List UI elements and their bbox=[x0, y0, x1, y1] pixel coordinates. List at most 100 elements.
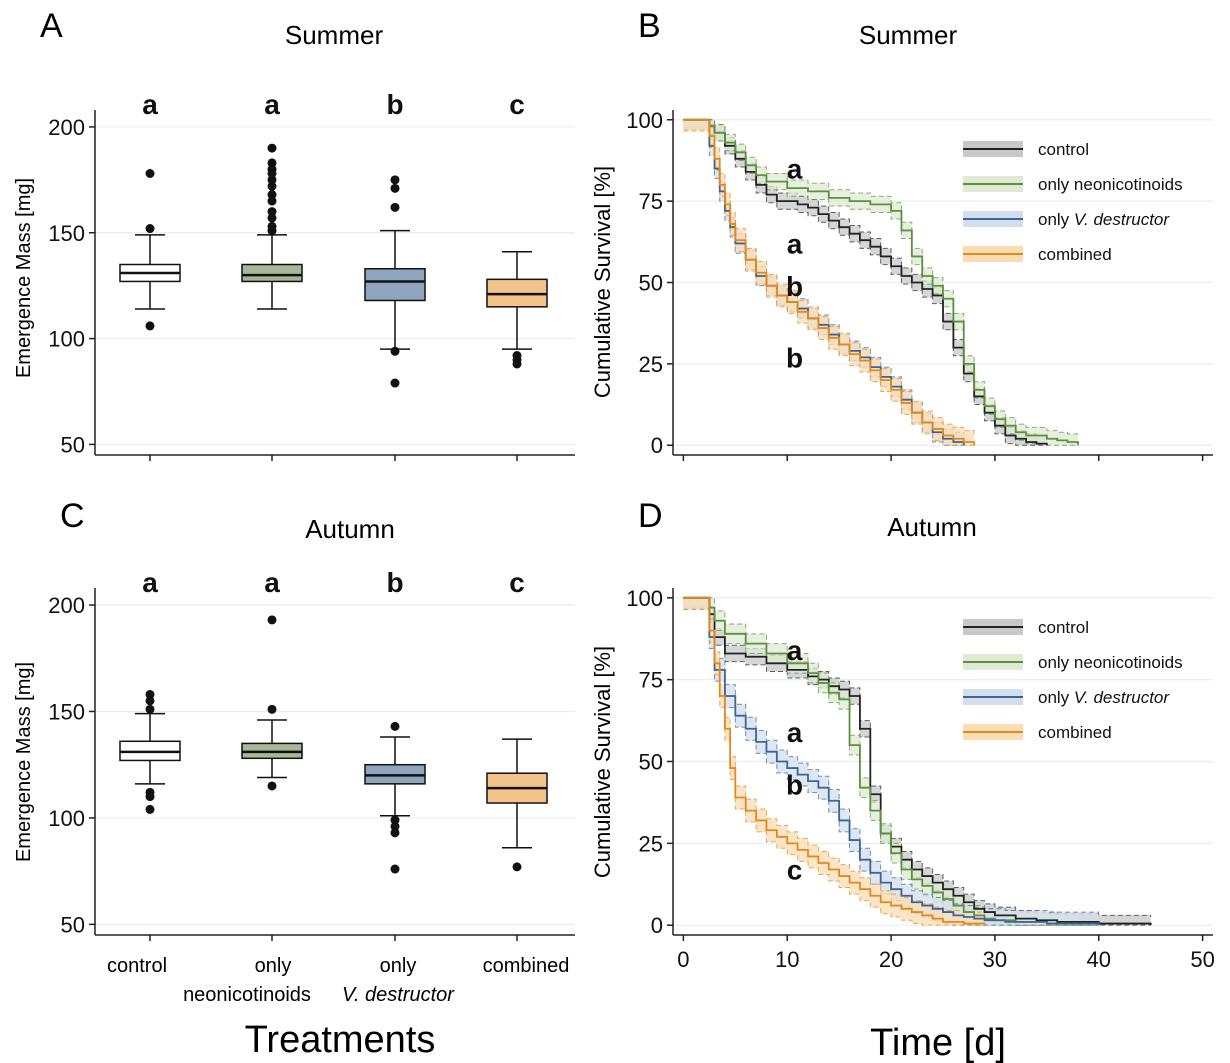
box-outlier-point bbox=[145, 321, 155, 331]
panel-d-ylabel: Cumulative Survival [%] bbox=[590, 646, 615, 878]
box-outlier-point bbox=[390, 378, 400, 388]
box-outlier-point bbox=[267, 143, 277, 153]
panel-d-sig-letter: a bbox=[787, 635, 803, 666]
panel-c-ytick-label: 150 bbox=[48, 699, 85, 724]
panel-d-title: Autumn bbox=[887, 512, 977, 542]
legend-label-vdest: only V. destructor bbox=[1038, 688, 1170, 707]
legend-label-control: control bbox=[1038, 140, 1089, 159]
legend-label-neonic: only neonicotinoids bbox=[1038, 653, 1183, 672]
category-label-vdest-1: only bbox=[380, 955, 417, 977]
box-outlier-point bbox=[145, 696, 155, 706]
ci-lower-combined bbox=[683, 608, 985, 926]
box-outlier-point bbox=[267, 213, 277, 223]
panel-d-xtick-label: 20 bbox=[879, 947, 903, 972]
box-outlier-point bbox=[267, 168, 277, 178]
panel-d-ytick-label: 50 bbox=[639, 750, 663, 775]
panel-d-sig-letter: b bbox=[786, 769, 803, 800]
panel-letter-b: B bbox=[638, 7, 661, 45]
panel-c-ylabel: Emergence Mass [mg] bbox=[13, 662, 35, 862]
ci-lower-control bbox=[683, 605, 1151, 926]
box-outlier-point bbox=[267, 190, 277, 200]
panel-letter-d: D bbox=[638, 497, 663, 535]
panel-c-sig-letter: c bbox=[509, 567, 525, 598]
ci-lower-vdest bbox=[683, 608, 1099, 926]
panel-b-ytick-label: 50 bbox=[639, 271, 663, 296]
panel-b-ytick-label: 100 bbox=[626, 108, 663, 133]
category-label-combined: combined bbox=[483, 955, 570, 977]
box-outlier-point bbox=[267, 615, 277, 625]
panel-d-ytick-label: 75 bbox=[639, 668, 663, 693]
ci-band-neonic bbox=[683, 597, 1078, 926]
panel-a-sig-letter: a bbox=[264, 89, 280, 120]
box-vdest bbox=[364, 267, 426, 302]
legend-label-combined: combined bbox=[1038, 723, 1112, 742]
box-outlier-point bbox=[390, 346, 400, 356]
panel-d-ytick-label: 100 bbox=[626, 586, 663, 611]
box-outlier-point bbox=[390, 864, 400, 874]
box-outlier-point bbox=[267, 196, 277, 206]
box-outlier-point bbox=[145, 792, 155, 802]
panel-b-ytick-label: 75 bbox=[639, 189, 663, 214]
panel-c-sig-letter: a bbox=[142, 567, 158, 598]
panel-b-sig-letter: b bbox=[786, 271, 803, 302]
panel-d-sig-letter: a bbox=[787, 717, 803, 748]
panel-a-title: Summer bbox=[285, 20, 384, 50]
box-outlier-point bbox=[267, 175, 277, 185]
panel-b-sig-letter: a bbox=[787, 228, 803, 259]
survival-line-control bbox=[683, 118, 1048, 446]
box-outlier-point bbox=[145, 804, 155, 814]
panel-a-ytick-label: 150 bbox=[48, 221, 85, 246]
survival-line-combined bbox=[683, 596, 986, 926]
panel-b-title: Summer bbox=[859, 20, 958, 50]
box-outlier-point bbox=[145, 224, 155, 234]
ci-upper-control bbox=[683, 119, 1048, 438]
box-outlier-point bbox=[512, 862, 522, 872]
ci-band-control bbox=[683, 119, 1047, 446]
panel-a-sig-letter: a bbox=[142, 89, 158, 120]
box-outlier-point bbox=[267, 704, 277, 714]
ci-upper-combined bbox=[683, 119, 975, 434]
ci-lower-control bbox=[683, 127, 1047, 446]
box-outlier-point bbox=[267, 226, 277, 236]
box-outlier-point bbox=[267, 781, 277, 791]
ci-lower-neonic bbox=[683, 127, 1078, 446]
panel-a-sig-letter: c bbox=[509, 89, 525, 120]
panel-a-ytick-label: 50 bbox=[61, 432, 85, 457]
panel-b-ylabel: Cumulative Survival [%] bbox=[590, 166, 615, 398]
box-outlier-point bbox=[267, 158, 277, 168]
panel-b-sig-letter: b bbox=[786, 342, 803, 373]
panel-d-xtick-label: 50 bbox=[1190, 947, 1214, 972]
panel-c-sig-letter: b bbox=[386, 567, 403, 598]
box-outlier-point bbox=[390, 202, 400, 212]
ci-band-vdest bbox=[683, 119, 964, 446]
panel-d-xtick-label: 30 bbox=[983, 947, 1007, 972]
box-outlier-point bbox=[390, 821, 400, 831]
panel-letter-c: C bbox=[60, 497, 85, 535]
box-outlier-point bbox=[390, 721, 400, 731]
legend-label-control: control bbox=[1038, 618, 1089, 637]
legend-label-combined: combined bbox=[1038, 245, 1112, 264]
survival-line-neonic bbox=[683, 118, 1079, 446]
box-outlier-point bbox=[145, 168, 155, 178]
panel-c-ytick-label: 50 bbox=[61, 912, 85, 937]
category-label-neonic-2: neonicotinoids bbox=[183, 984, 311, 1006]
box-neonic bbox=[241, 263, 303, 283]
panel-c-ytick-label: 100 bbox=[48, 806, 85, 831]
panel-a-ytick-label: 100 bbox=[48, 327, 85, 352]
panel-d-sig-letter: c bbox=[787, 855, 803, 886]
box-outlier-point bbox=[267, 181, 277, 191]
panel-b-sig-letter: a bbox=[787, 154, 803, 185]
panel-letter-a: A bbox=[40, 7, 63, 45]
panel-a-sig-letter: b bbox=[386, 89, 403, 120]
panel-a-boxplot: 50 100 150 200 a a b c bbox=[48, 89, 575, 461]
panel-d-xtick-label: 0 bbox=[677, 947, 689, 972]
surv-xlabel: Time [d] bbox=[870, 1022, 1006, 1063]
box-xlabel: Treatments bbox=[245, 1019, 436, 1061]
box-outlier-point bbox=[390, 815, 400, 825]
box-outlier-point bbox=[390, 828, 400, 838]
box-outlier-point bbox=[145, 704, 155, 714]
box-outlier-point bbox=[267, 207, 277, 217]
